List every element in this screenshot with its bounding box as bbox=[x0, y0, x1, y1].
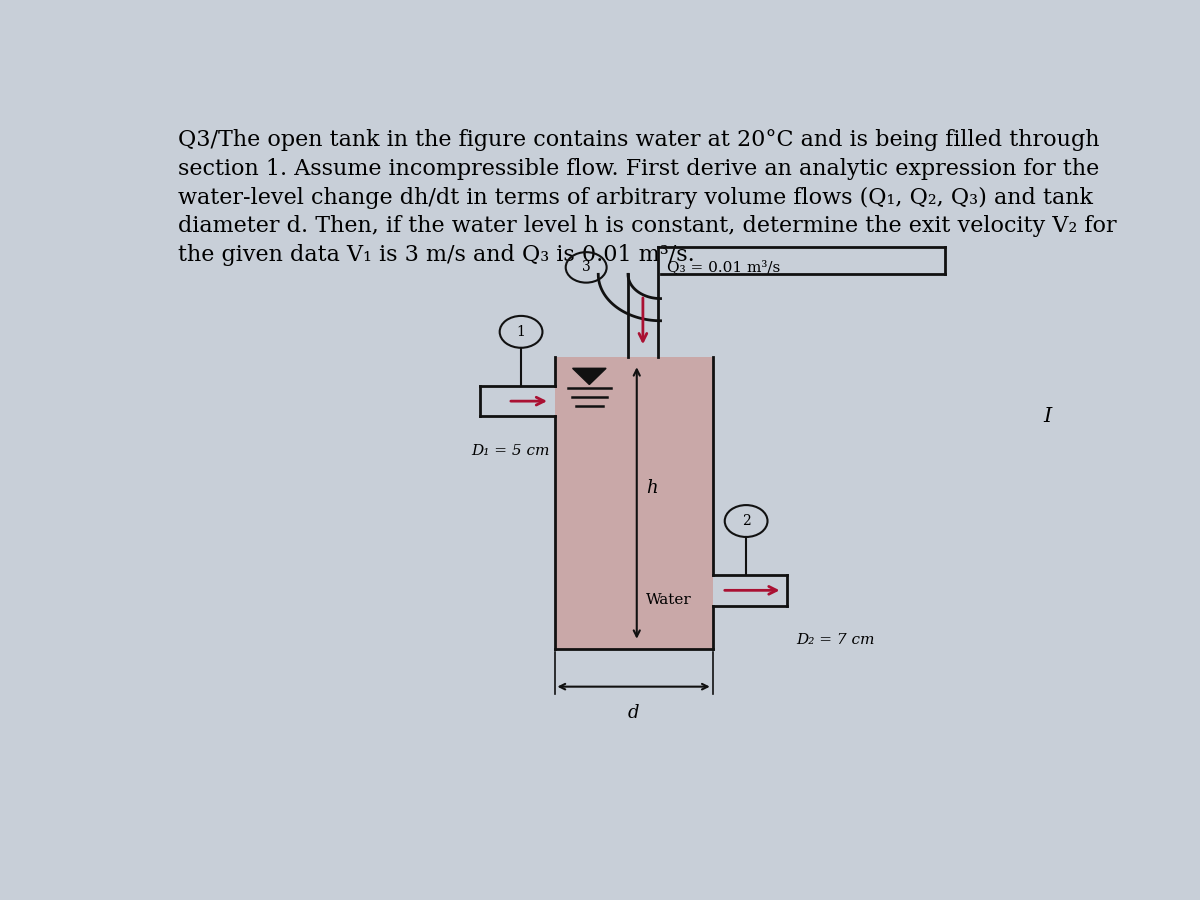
Text: 3: 3 bbox=[582, 260, 590, 274]
Text: D₂ = 7 cm: D₂ = 7 cm bbox=[797, 634, 875, 647]
Bar bbox=[554, 357, 713, 649]
Text: I: I bbox=[1043, 407, 1051, 426]
Text: Water: Water bbox=[646, 593, 692, 607]
Text: 2: 2 bbox=[742, 514, 750, 528]
Text: 1: 1 bbox=[517, 325, 526, 338]
Text: Q₃ = 0.01 m³/s: Q₃ = 0.01 m³/s bbox=[667, 260, 780, 274]
Text: Q3/The open tank in the figure contains water at 20°C and is being filled throug: Q3/The open tank in the figure contains … bbox=[178, 129, 1116, 266]
Text: D₁ = 5 cm: D₁ = 5 cm bbox=[470, 444, 550, 458]
Text: d: d bbox=[628, 704, 640, 722]
Polygon shape bbox=[572, 368, 606, 384]
Text: h: h bbox=[646, 480, 658, 498]
